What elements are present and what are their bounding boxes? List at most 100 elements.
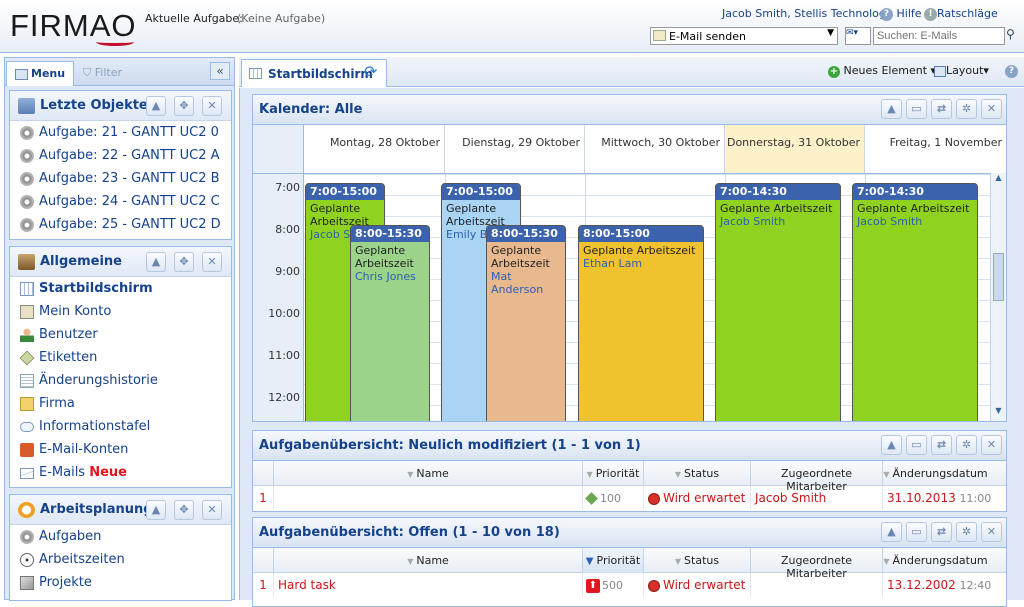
scroll-up-icon[interactable]: ▲ bbox=[995, 173, 1002, 182]
close-icon[interactable]: ✕ bbox=[202, 500, 222, 520]
recent-item-label: Aufgabe: 24 - GANTT UC2 C bbox=[39, 194, 220, 209]
refresh-icon[interactable]: ⇄ bbox=[931, 435, 952, 455]
collapse-up-icon[interactable]: ▲ bbox=[146, 96, 166, 116]
close-icon[interactable]: ✕ bbox=[202, 96, 222, 116]
day-header-wednesday[interactable]: Mittwoch, 30 Oktober bbox=[585, 125, 725, 173]
new-element-button[interactable]: + Neues Element ▾ bbox=[828, 64, 937, 78]
sidebar-item-firma[interactable]: Firma bbox=[10, 392, 231, 415]
tab-menu[interactable]: Menu bbox=[6, 61, 75, 86]
sidebar-item-etiketten[interactable]: Etiketten bbox=[10, 346, 231, 369]
email-action-select[interactable]: E-Mail senden ▼ bbox=[650, 27, 838, 45]
collapse-up-icon[interactable]: ▲ bbox=[881, 522, 902, 542]
sidebar-item-email-konten[interactable]: E-Mail-Konten bbox=[10, 438, 231, 461]
calendar-scrollbar[interactable]: ▲ ▼ bbox=[990, 173, 1006, 421]
priority-cell: 100 bbox=[583, 486, 644, 510]
maximize-icon[interactable]: ▭ bbox=[906, 99, 927, 119]
assignee-link[interactable] bbox=[751, 573, 883, 597]
move-icon[interactable]: ✥ bbox=[174, 500, 194, 520]
table-row[interactable]: 1 100 Wird erwartet Jacob Smith 31.10.20… bbox=[253, 486, 1006, 510]
sidebar-item-informationstafel[interactable]: Informationstafel bbox=[10, 415, 231, 438]
col-name[interactable]: ▼ Name bbox=[274, 548, 583, 573]
user-company-link[interactable]: Jacob Smith, Stellis Technology bbox=[722, 7, 893, 20]
calendar-event[interactable]: 8:00-15:00 Geplante Arbeitszeit Ethan Lam bbox=[578, 225, 704, 421]
sidebar-item-aufgaben[interactable]: Aufgaben bbox=[10, 525, 231, 548]
day-header-monday[interactable]: Montag, 28 Oktober bbox=[305, 125, 445, 173]
collapse-panel-button[interactable]: « bbox=[210, 62, 230, 80]
planning-header[interactable]: Arbeitsplanung ▲ ✥ ✕ bbox=[10, 495, 231, 525]
sidebar-item-emails[interactable]: E-Mails Neue bbox=[10, 461, 231, 484]
sidebar-item-aenderungshistorie[interactable]: Änderungshistorie bbox=[10, 369, 231, 392]
collapse-up-icon[interactable]: ▲ bbox=[881, 435, 902, 455]
calendar-event[interactable]: 8:00-15:30 Geplante Arbeitszeit Chris Jon… bbox=[350, 225, 430, 421]
search-type-select[interactable]: ✉▾ bbox=[845, 27, 871, 45]
sidebar-item-projekte[interactable]: Projekte bbox=[10, 571, 231, 594]
table-row[interactable]: 1 Hard task ⬆ 500 Wird erwartet 13.12.200… bbox=[253, 573, 1006, 597]
tips-link[interactable]: ! Ratschläge bbox=[924, 7, 998, 21]
scrollbar-thumb[interactable] bbox=[993, 253, 1004, 301]
col-priority[interactable]: ▼ Priorität bbox=[583, 461, 644, 486]
col-name[interactable]: ▼ Name bbox=[274, 461, 583, 486]
date-value: 31.10.2013 bbox=[887, 491, 956, 505]
recent-item[interactable]: Aufgabe: 23 - GANTT UC2 B bbox=[10, 167, 231, 190]
recent-objects-header[interactable]: Letzte Objekte ▲ ✥ ✕ bbox=[10, 91, 231, 121]
search-input[interactable] bbox=[873, 27, 1005, 45]
maximize-icon[interactable]: ▭ bbox=[906, 522, 927, 542]
maximize-icon[interactable]: ▭ bbox=[906, 435, 927, 455]
sidebar-item-arbeitszeiten[interactable]: Arbeitszeiten bbox=[10, 548, 231, 571]
close-icon[interactable]: ✕ bbox=[981, 522, 1002, 542]
tab-filter[interactable]: ⛉ Filter bbox=[75, 61, 130, 86]
layout-button[interactable]: Layout▾ bbox=[934, 64, 989, 77]
day-header-tuesday[interactable]: Dienstag, 29 Oktober bbox=[445, 125, 585, 173]
calendar-event[interactable]: 8:00-15:30 Geplante Arbeitszeit Mat Ander… bbox=[486, 225, 566, 421]
col-assignee[interactable]: Zugeordnete Mitarbeiter bbox=[751, 461, 883, 493]
move-icon[interactable]: ✥ bbox=[174, 252, 194, 272]
task-name[interactable]: Hard task bbox=[274, 573, 583, 597]
gear-icon[interactable]: ✲ bbox=[956, 435, 977, 455]
search-icon[interactable]: ⚲ bbox=[1006, 27, 1015, 41]
refresh-icon[interactable]: ⟳ bbox=[364, 62, 378, 81]
recent-item[interactable]: Aufgabe: 25 - GANTT UC2 D bbox=[10, 213, 231, 236]
collapse-up-icon[interactable]: ▲ bbox=[881, 99, 902, 119]
refresh-icon[interactable]: ⇄ bbox=[931, 99, 952, 119]
calendar-event[interactable]: 7:00-14:30 Geplante Arbeitszeit Jacob Smi… bbox=[715, 183, 841, 421]
recent-item[interactable]: Aufgabe: 22 - GANTT UC2 A bbox=[10, 144, 231, 167]
day-header-thursday[interactable]: Donnerstag, 31 Oktober bbox=[725, 125, 865, 173]
panel-title: Kalender: Alle bbox=[259, 102, 363, 117]
gear-icon[interactable]: ✲ bbox=[956, 522, 977, 542]
date-cell: 13.12.2002 12:40 bbox=[883, 573, 991, 597]
move-icon[interactable]: ✥ bbox=[174, 96, 194, 116]
firmao-logo[interactable]: FIRMAO bbox=[10, 8, 137, 46]
calendar-grid[interactable]: 7:00 8:00 9:00 10:00 11:00 12:00 7:00-15… bbox=[253, 173, 1006, 421]
task-name[interactable] bbox=[274, 486, 583, 510]
close-icon[interactable]: ✕ bbox=[202, 252, 222, 272]
sidebar-item-label: E-Mail-Konten bbox=[39, 442, 129, 457]
current-task-value[interactable]: (Keine Aufgabe) bbox=[237, 12, 326, 25]
col-assignee[interactable]: Zugeordnete Mitarbeiter bbox=[751, 548, 883, 580]
sidebar-item-benutzer[interactable]: Benutzer bbox=[10, 323, 231, 346]
event-person: Jacob Smith bbox=[720, 215, 786, 228]
help-link[interactable]: ? Hilfe bbox=[880, 7, 922, 21]
col-priority[interactable]: ▼ Priorität bbox=[583, 548, 644, 573]
collapse-up-icon[interactable]: ▲ bbox=[146, 500, 166, 520]
gear-icon[interactable]: ✲ bbox=[956, 99, 977, 119]
col-status[interactable]: ▼ Status bbox=[644, 548, 751, 573]
col-date[interactable]: ▼ Änderungsdatum bbox=[883, 467, 988, 480]
scroll-down-icon[interactable]: ▼ bbox=[995, 406, 1002, 415]
day-header-friday[interactable]: Freitag, 1 November bbox=[865, 125, 1006, 173]
general-header[interactable]: Allgemeine ▲ ✥ ✕ bbox=[10, 247, 231, 277]
recent-item[interactable]: Aufgabe: 21 - GANTT UC2 0 bbox=[10, 121, 231, 144]
tab-startbildschirm[interactable]: Startbildschirm bbox=[241, 59, 387, 87]
sidebar-item-startbildschirm[interactable]: Startbildschirm bbox=[10, 277, 231, 300]
help-icon[interactable]: ? bbox=[1005, 64, 1018, 78]
assignee-link[interactable]: Jacob Smith bbox=[751, 486, 883, 510]
refresh-icon[interactable]: ⇄ bbox=[931, 522, 952, 542]
calendar-event[interactable]: 7:00-14:30 Geplante Arbeitszeit Jacob Smi… bbox=[852, 183, 978, 421]
close-icon[interactable]: ✕ bbox=[981, 435, 1002, 455]
recent-item[interactable]: Aufgabe: 24 - GANTT UC2 C bbox=[10, 190, 231, 213]
col-status[interactable]: ▼ Status bbox=[644, 461, 751, 486]
sidebar-item-mein-konto[interactable]: Mein Konto bbox=[10, 300, 231, 323]
recent-item-label: Aufgabe: 23 - GANTT UC2 B bbox=[39, 171, 220, 186]
col-date[interactable]: ▼ Änderungsdatum bbox=[883, 554, 988, 567]
collapse-up-icon[interactable]: ▲ bbox=[146, 252, 166, 272]
close-icon[interactable]: ✕ bbox=[981, 99, 1002, 119]
